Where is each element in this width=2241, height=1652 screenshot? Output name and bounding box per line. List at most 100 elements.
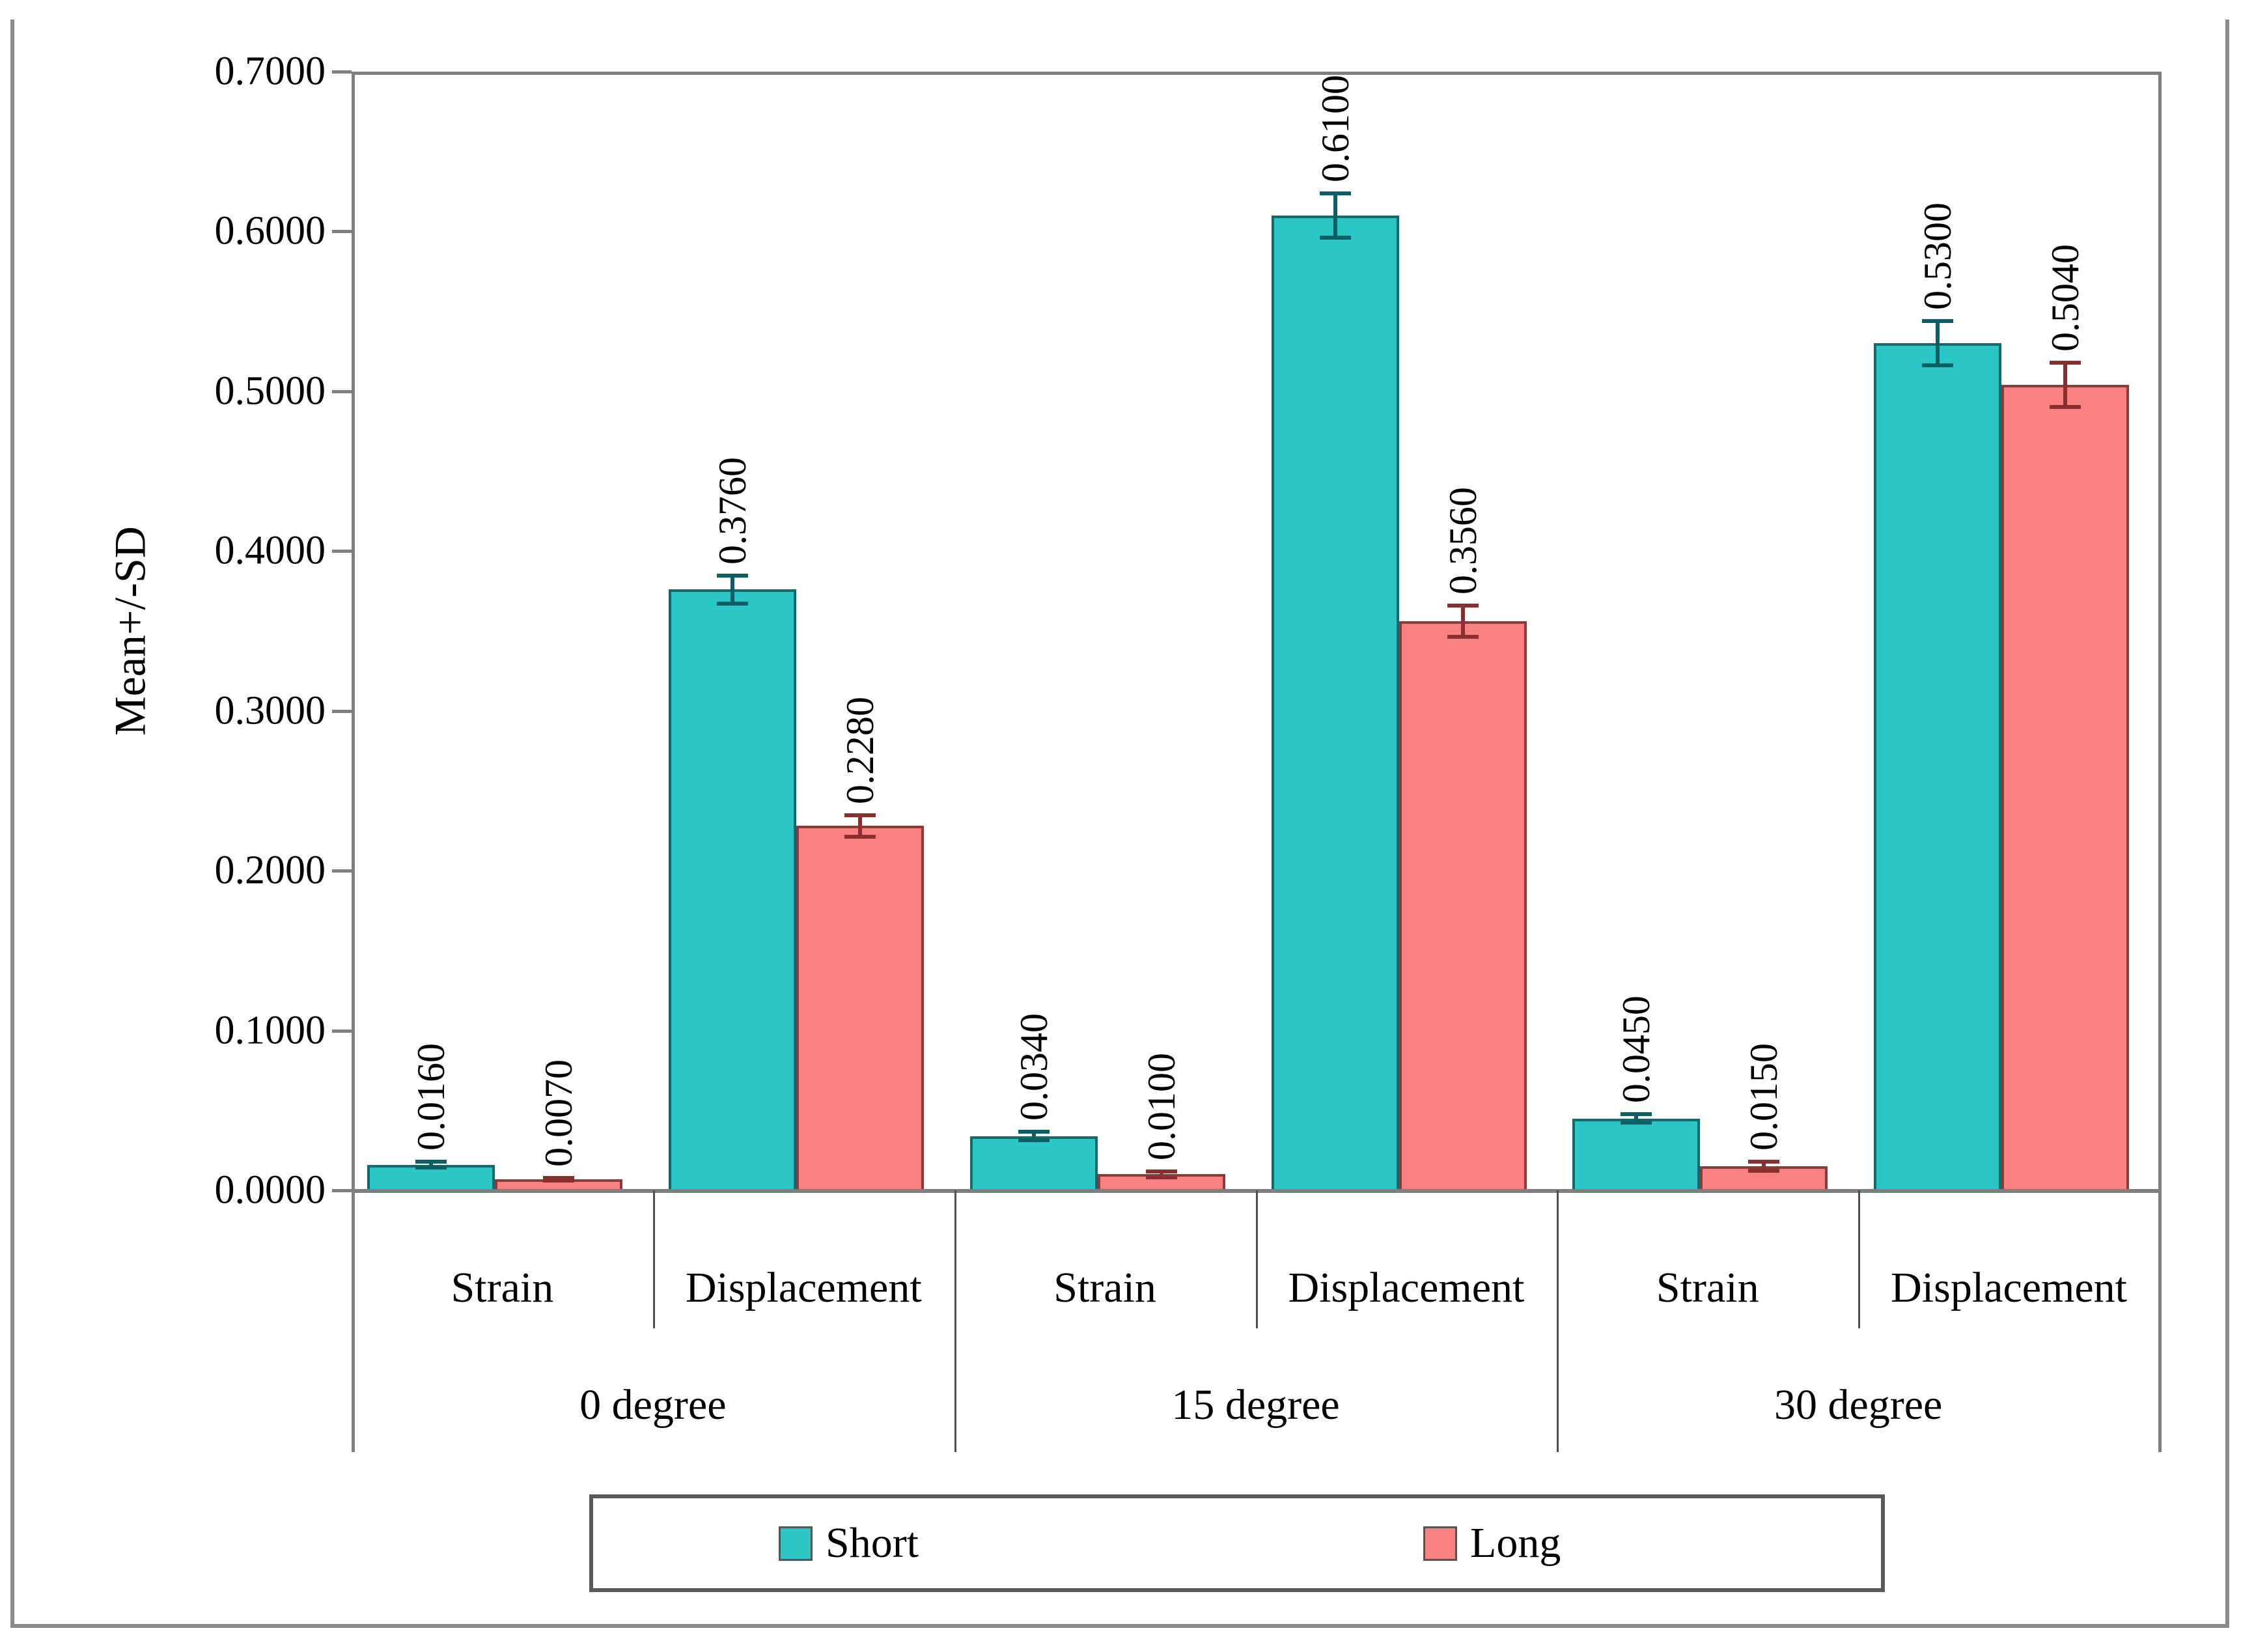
error-bar-cap-top [844, 813, 876, 817]
short-bar [1572, 1118, 1701, 1190]
y-axis-tick [332, 230, 352, 234]
y-axis-title: Mean+/-SD [105, 526, 155, 736]
error-bar-cap-top [543, 1175, 574, 1180]
y-axis-tick [332, 1029, 352, 1033]
bar-value-label: 0.0070 [537, 1059, 580, 1167]
figure-border-bottom [10, 1624, 2229, 1628]
bar-value-label: 0.0340 [1012, 1013, 1055, 1121]
group-label: 15 degree [1171, 1381, 1340, 1429]
error-bar-cap-bottom [1447, 635, 1479, 639]
y-axis-tick [332, 1189, 352, 1192]
long-bar [1399, 621, 1527, 1190]
y-tick-label: 0.5000 [214, 369, 326, 413]
error-bar [1634, 1112, 1639, 1125]
error-bar-cap-bottom [1145, 1175, 1177, 1179]
bar-value-label: 0.0100 [1139, 1053, 1183, 1161]
y-tick-label: 0.2000 [214, 848, 326, 893]
plot-frame-right [2158, 72, 2162, 1452]
error-bar-cap-top [1748, 1160, 1780, 1164]
short-series-swatch [779, 1526, 813, 1561]
subcategory-label: Displacement [1288, 1264, 1525, 1311]
bar-value-label: 0.0150 [1742, 1043, 1786, 1151]
group-label: 0 degree [579, 1381, 727, 1429]
error-bar-cap-bottom [716, 601, 748, 606]
bar-value-label: 0.0450 [1615, 995, 1658, 1103]
error-bar-cap-bottom [1319, 235, 1351, 240]
error-bar [1031, 1129, 1036, 1143]
error-bar [1333, 191, 1337, 240]
subcategory-label: Strain [1053, 1264, 1156, 1311]
y-axis-line [352, 72, 355, 1452]
error-bar-cap-bottom [1621, 1121, 1652, 1125]
error-bar-cap-top [716, 573, 748, 578]
error-bar-cap-top [1447, 604, 1479, 608]
figure-border-right [2225, 20, 2229, 1627]
group-divider [1557, 1190, 1559, 1452]
bar-value-label: 0.6100 [1313, 75, 1357, 183]
error-bar-cap-bottom [844, 835, 876, 839]
error-bar-cap-bottom [415, 1166, 447, 1170]
error-bar [429, 1160, 433, 1170]
subcategory-divider [1255, 1190, 1258, 1328]
error-bar-cap-top [2050, 361, 2081, 365]
error-bar-cap-bottom [2050, 404, 2081, 409]
bar-value-label: 0.5040 [2044, 244, 2087, 352]
y-tick-label: 0.4000 [214, 528, 326, 573]
bar-value-label: 0.3760 [710, 456, 754, 565]
subcategory-divider [1858, 1190, 1861, 1328]
error-bar [2063, 361, 2068, 409]
y-tick-label: 0.1000 [214, 1008, 326, 1053]
error-bar [1460, 604, 1465, 639]
error-bar [730, 573, 734, 606]
bar-value-label: 0.2280 [838, 696, 882, 804]
bar-value-label: 0.3560 [1441, 487, 1484, 595]
error-bar-cap-top [415, 1160, 447, 1164]
error-bar-cap-top [1621, 1112, 1652, 1116]
error-bar [857, 813, 862, 839]
short-bar [668, 589, 796, 1190]
error-bar-cap-bottom [1748, 1169, 1780, 1173]
legend-item-long: Long [1423, 1498, 1561, 1588]
y-tick-label: 0.3000 [214, 688, 326, 733]
error-bar [1762, 1160, 1766, 1173]
subcategory-label: Displacement [1891, 1264, 2128, 1311]
y-axis-tick [332, 709, 352, 713]
error-bar-cap-top [1018, 1129, 1050, 1134]
error-bar [1159, 1169, 1163, 1179]
short-bar [969, 1136, 1098, 1190]
error-bar-cap-top [1319, 191, 1351, 196]
subcategory-label: Displacement [685, 1264, 922, 1311]
error-bar-cap-top [1922, 319, 1954, 324]
subcategory-label: Strain [1656, 1264, 1759, 1311]
long-series-swatch [1423, 1526, 1457, 1561]
legend-label-long: Long [1470, 1519, 1561, 1567]
error-bar [1936, 319, 1940, 368]
long-bar [796, 826, 924, 1190]
y-axis-tick [332, 70, 352, 74]
error-bar-cap-bottom [1018, 1138, 1050, 1143]
plot-frame-top [352, 72, 2160, 75]
y-axis-tick [332, 550, 352, 553]
bar-value-label: 0.0160 [410, 1043, 452, 1151]
figure-border-left [10, 20, 14, 1627]
group-divider [954, 1190, 956, 1452]
y-tick-label: 0.6000 [214, 208, 326, 253]
y-tick-label: 0.0000 [214, 1168, 326, 1212]
group-label: 30 degree [1774, 1381, 1943, 1429]
bar-value-label: 0.5300 [1916, 203, 1960, 311]
subcategory-divider [652, 1190, 655, 1328]
short-bar [1271, 215, 1399, 1190]
long-bar [2001, 385, 2130, 1190]
legend: Short Long [589, 1494, 1885, 1592]
y-axis-tick [332, 869, 352, 873]
error-bar-cap-top [1145, 1169, 1177, 1174]
subcategory-label: Strain [451, 1264, 554, 1311]
short-bar [1874, 343, 2002, 1190]
y-axis-tick [332, 389, 352, 393]
error-bar-cap-bottom [1922, 363, 1954, 368]
error-bar-cap-bottom [543, 1178, 574, 1183]
y-tick-label: 0.7000 [214, 49, 326, 94]
legend-item-short: Short [779, 1498, 919, 1588]
legend-label-short: Short [826, 1519, 919, 1567]
